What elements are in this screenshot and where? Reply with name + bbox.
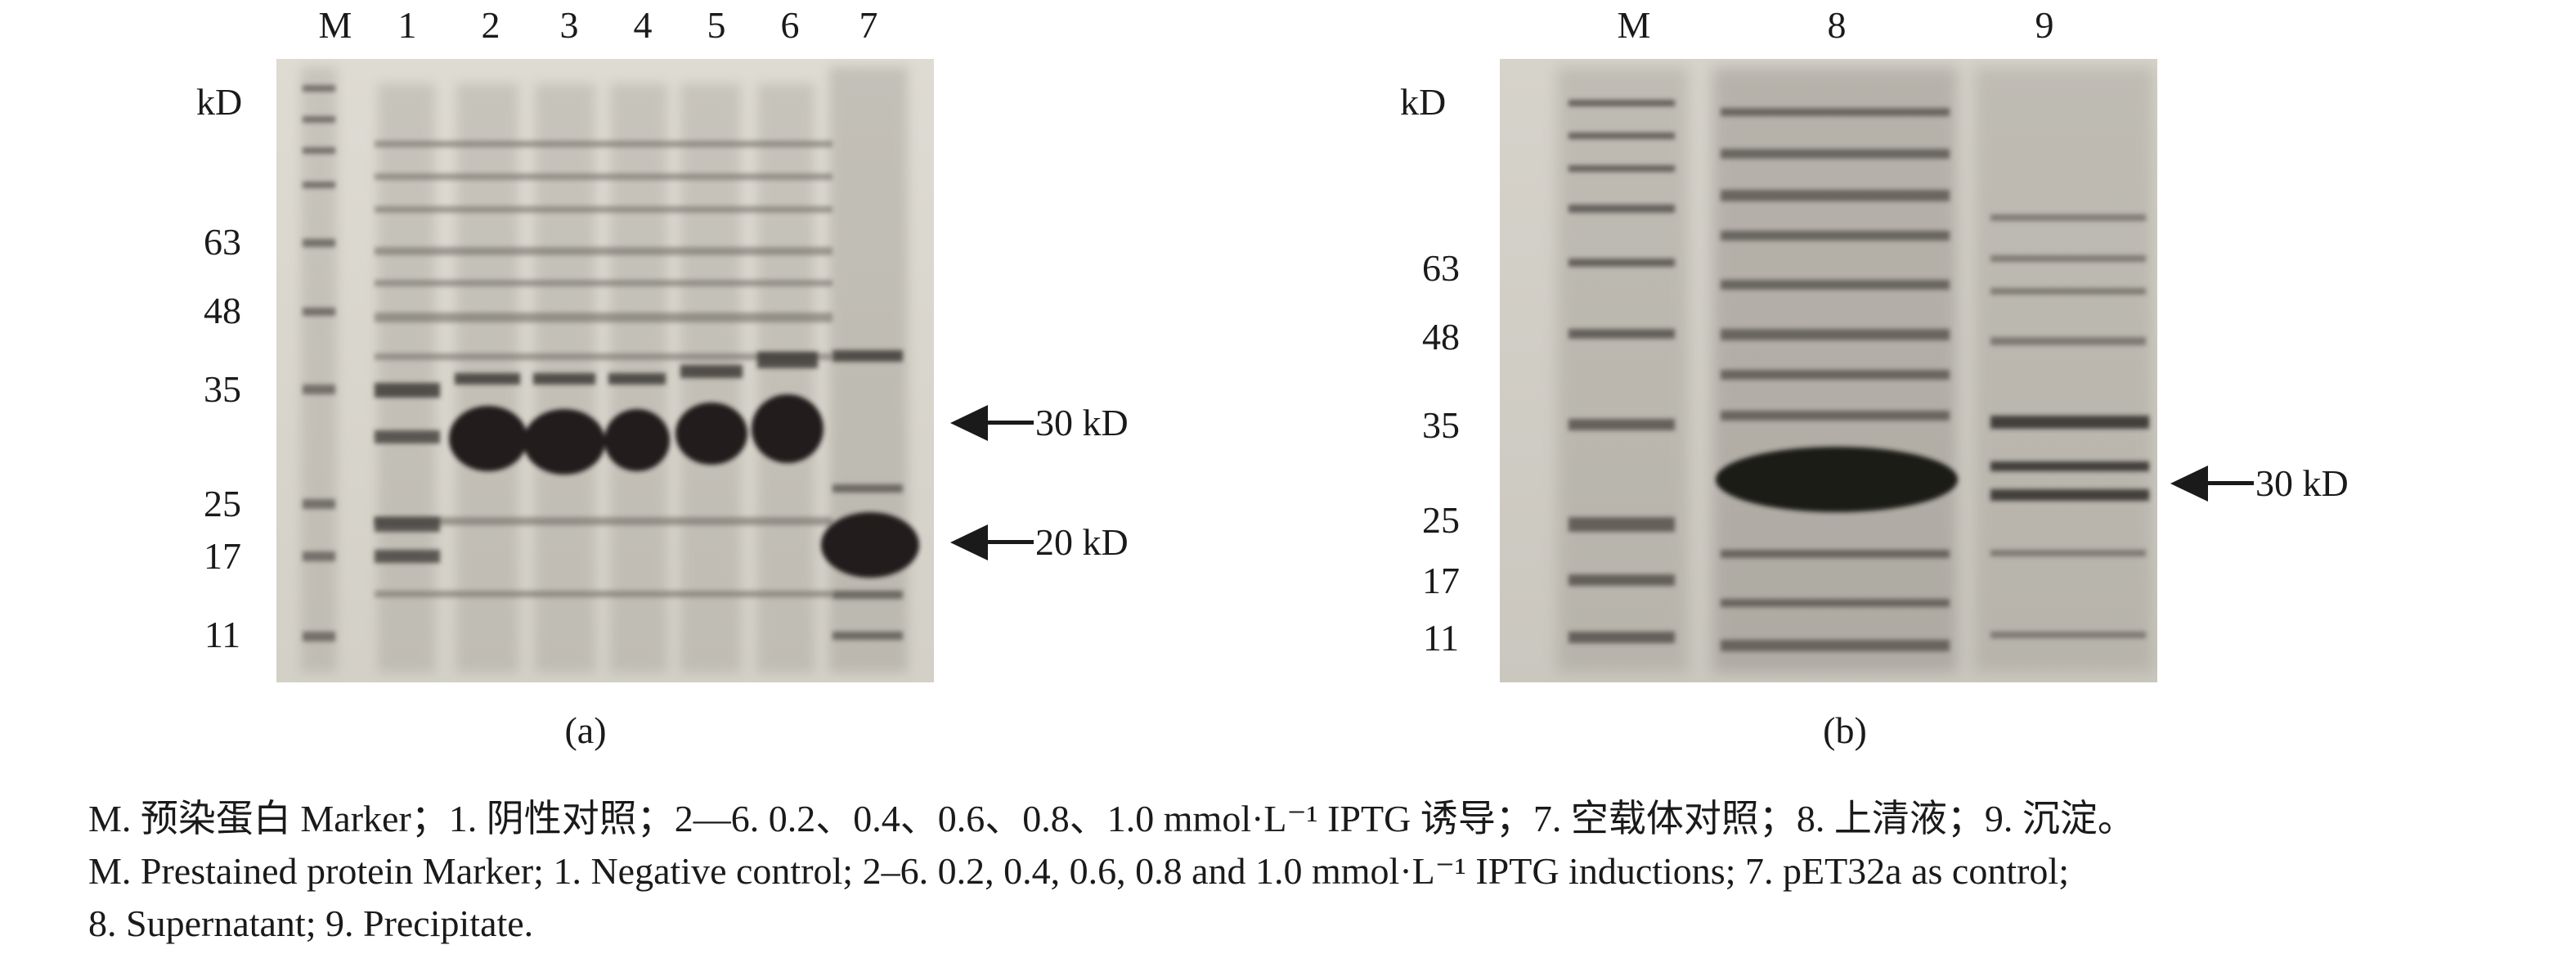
- panel-b-arrow-30kd: 30 kD: [2170, 461, 2349, 505]
- panel-b-lane-label-m: M: [1617, 4, 1651, 46]
- panel-a-lane-label-3: 3: [559, 4, 579, 46]
- caption-line-1: M. 预染蛋白 Marker；1. 阴性对照；2—6. 0.2、0.4、0.6、…: [88, 798, 2135, 839]
- panel-a-marker-25: 25: [204, 483, 241, 524]
- panel-a-lane-label-7: 7: [859, 4, 878, 46]
- arrow-left-icon: [950, 404, 988, 441]
- panel-a-marker-35: 35: [204, 368, 241, 410]
- panel-b-kd-label: kD: [1400, 81, 1447, 123]
- panel-b-arrow-30kd-label: 30 kD: [2255, 462, 2349, 504]
- panel-a-kd-label: kD: [196, 81, 243, 123]
- panel-a-arrow-30kd: 30 kD: [950, 401, 1129, 444]
- panel-a-arrow-20kd: 20 kD: [950, 520, 1129, 564]
- gel-image-b: [1500, 59, 2157, 682]
- caption-line-2: M. Prestained protein Marker; 1. Negativ…: [88, 850, 2069, 892]
- panel-b-marker-35: 35: [1422, 404, 1460, 446]
- panel-b-marker-63: 63: [1422, 247, 1460, 289]
- panel-a-lane-label-1: 1: [397, 4, 417, 46]
- panel-a-arrow-30kd-label: 30 kD: [1035, 402, 1129, 443]
- panel-a-marker-48: 48: [204, 290, 241, 331]
- panel-a-marker-17: 17: [204, 535, 241, 577]
- panel-a-lane-label-m: M: [318, 4, 352, 46]
- panel-b-marker-17: 17: [1422, 560, 1460, 601]
- panel-a-lane-label-2: 2: [481, 4, 500, 46]
- arrow-left-icon: [950, 524, 988, 560]
- panel-a-lane-label-4: 4: [633, 4, 653, 46]
- panel-a-arrow-20kd-label: 20 kD: [1035, 521, 1129, 563]
- panel-a-marker-63: 63: [204, 221, 241, 263]
- panel-a-lane-label-6: 6: [780, 4, 800, 46]
- panel-b-marker-48: 48: [1422, 316, 1460, 358]
- panel-b-marker-11: 11: [1422, 617, 1460, 659]
- panel-a-sublabel: (a): [564, 709, 607, 751]
- gel-image-a: [276, 59, 934, 682]
- panel-b-lane-label-8: 8: [1827, 4, 1847, 46]
- caption-line-3: 8. Supernatant; 9. Precipitate.: [88, 902, 534, 944]
- panel-a-marker-11: 11: [204, 614, 241, 655]
- panel-b-sublabel: (b): [1823, 709, 1867, 751]
- panel-b-lane-label-9: 9: [2035, 4, 2054, 46]
- arrow-left-icon: [2170, 465, 2208, 502]
- panel-a-lane-label-5: 5: [707, 4, 726, 46]
- panel-b-marker-25: 25: [1422, 499, 1460, 541]
